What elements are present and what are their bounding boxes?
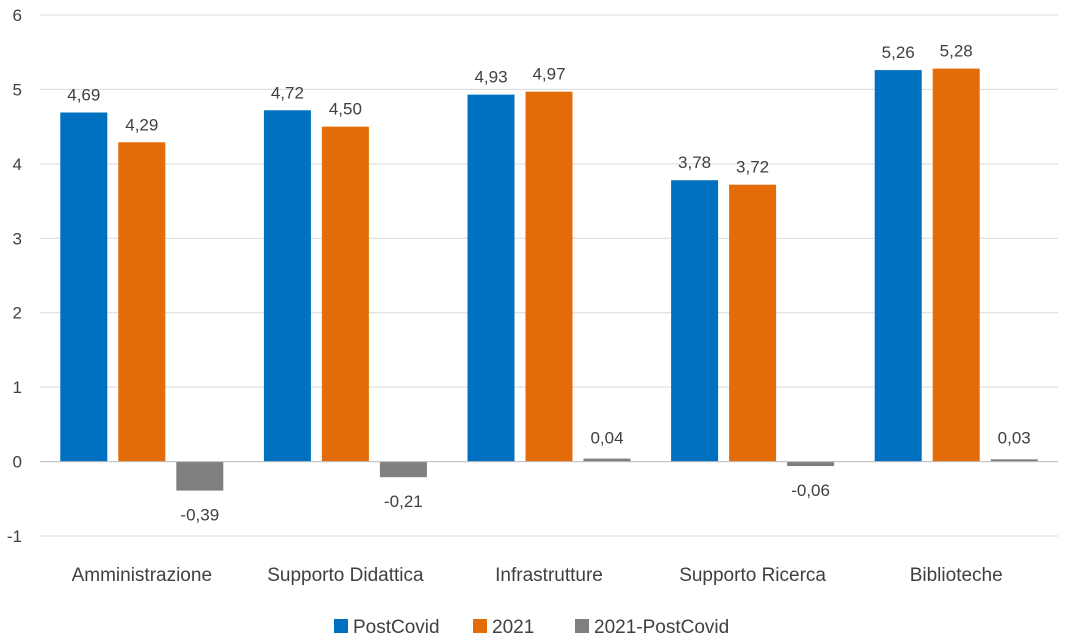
- y-axis-tick-labels: -1 0 1 2 3 4 5 6: [7, 6, 22, 546]
- legend-label: 2021: [492, 617, 534, 638]
- y-tick-label: 2: [13, 304, 22, 323]
- category-label: Supporto Didattica: [267, 565, 424, 586]
- data-label: 3,78: [678, 153, 711, 172]
- data-label: 5,28: [940, 42, 973, 61]
- legend-swatch: [334, 619, 348, 633]
- category-label: Supporto Ricerca: [679, 565, 826, 586]
- y-tick-label: 0: [13, 453, 22, 472]
- y-tick-label: 4: [13, 155, 22, 174]
- bar-2021-3: [525, 91, 573, 462]
- bar-postcovid-4: [671, 180, 719, 462]
- legend: PostCovid 2021 2021-PostCovid: [334, 617, 729, 638]
- bar-postcovid-5: [874, 70, 922, 462]
- bar-2021-postcovid-4: [787, 461, 835, 467]
- data-label: 4,69: [67, 86, 100, 105]
- y-tick-label: 5: [13, 80, 22, 99]
- data-label: 4,72: [271, 83, 304, 102]
- data-label: -0,21: [384, 492, 423, 511]
- data-labels: 4,69 4,29 -0,39 4,72 4,50 -0,21 4,93 4,97 0,04 3,…: [67, 42, 1030, 525]
- data-label: -0,06: [791, 481, 830, 500]
- data-label: 3,72: [736, 158, 769, 177]
- x-axis-category-labels: Amministrazione Supporto Didattica Infrast…: [72, 565, 1003, 586]
- legend-swatch: [473, 619, 487, 633]
- bar-2021-1: [118, 142, 166, 462]
- bar-2021-4: [729, 184, 777, 462]
- category-label: Infrastrutture: [495, 565, 603, 586]
- y-tick-label: 6: [13, 6, 22, 25]
- y-tick-label: -1: [7, 527, 22, 546]
- bar-2021-postcovid-3: [583, 458, 631, 462]
- bar-postcovid-3: [467, 94, 515, 462]
- data-label: -0,39: [180, 506, 219, 525]
- data-label: 4,29: [125, 115, 158, 134]
- category-label: Biblioteche: [910, 565, 1003, 586]
- bars: [60, 68, 1038, 491]
- y-tick-label: 1: [13, 378, 22, 397]
- bar-2021-2: [321, 126, 369, 462]
- legend-swatch: [575, 619, 589, 633]
- legend-label: 2021-PostCovid: [594, 617, 729, 638]
- data-label: 5,26: [882, 43, 915, 62]
- data-label: 4,50: [329, 100, 362, 119]
- y-tick-label: 3: [13, 229, 22, 248]
- data-label: 4,97: [532, 65, 565, 84]
- bar-2021-postcovid-2: [379, 461, 427, 478]
- data-label: 4,93: [474, 68, 507, 87]
- bar-2021-5: [932, 68, 980, 462]
- legend-label: PostCovid: [353, 617, 440, 638]
- bar-postcovid-1: [60, 112, 108, 462]
- data-label: 0,04: [590, 429, 623, 448]
- bar-postcovid-2: [263, 110, 311, 462]
- data-label: 0,03: [998, 429, 1031, 448]
- category-label: Amministrazione: [72, 565, 212, 586]
- bar-2021-postcovid-1: [176, 461, 224, 491]
- bar-2021-postcovid-5: [990, 459, 1038, 462]
